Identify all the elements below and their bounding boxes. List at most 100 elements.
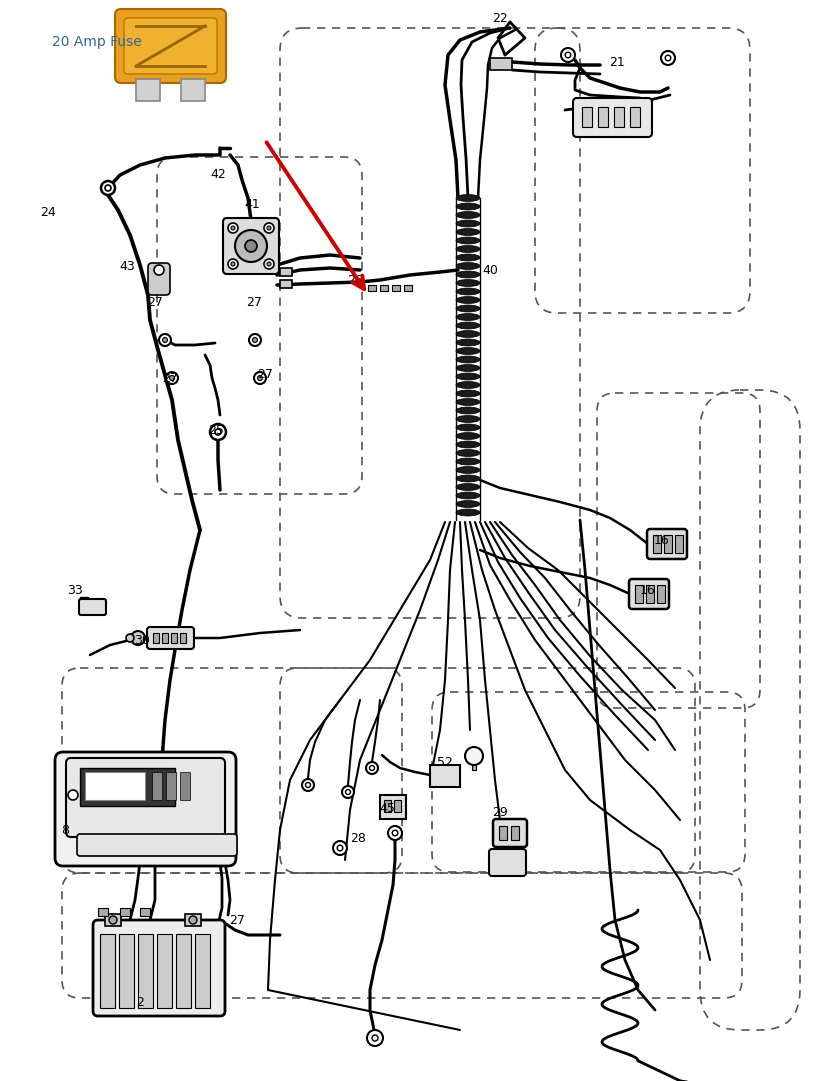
Circle shape	[465, 747, 483, 765]
Ellipse shape	[456, 408, 480, 414]
FancyBboxPatch shape	[124, 18, 217, 74]
Text: 27: 27	[147, 295, 163, 308]
Ellipse shape	[456, 228, 480, 236]
Bar	[490, 58, 512, 70]
Text: 8: 8	[61, 824, 69, 837]
Bar	[499, 826, 507, 840]
Bar	[98, 908, 108, 916]
Circle shape	[302, 779, 314, 791]
Text: 29: 29	[492, 806, 508, 819]
Bar	[185, 915, 201, 926]
Ellipse shape	[456, 271, 480, 278]
Circle shape	[235, 230, 267, 262]
Circle shape	[215, 429, 221, 435]
Ellipse shape	[456, 356, 480, 363]
Bar	[195, 934, 210, 1007]
Circle shape	[367, 1030, 383, 1046]
Circle shape	[159, 334, 171, 346]
Bar	[162, 633, 168, 643]
Text: 28: 28	[350, 831, 366, 844]
Circle shape	[68, 790, 78, 800]
Text: 20 Amp Fuse: 20 Amp Fuse	[52, 35, 142, 49]
Circle shape	[166, 372, 178, 384]
Text: 16: 16	[641, 584, 656, 597]
Ellipse shape	[456, 288, 480, 295]
Bar	[171, 633, 177, 643]
Bar	[105, 915, 121, 926]
Bar	[157, 934, 172, 1007]
Text: 24: 24	[40, 206, 56, 219]
Ellipse shape	[456, 195, 480, 201]
Bar	[136, 79, 160, 101]
Ellipse shape	[456, 458, 480, 465]
Bar	[368, 285, 376, 291]
Bar	[653, 535, 661, 553]
Ellipse shape	[456, 254, 480, 261]
Circle shape	[342, 786, 354, 798]
Bar	[404, 285, 412, 291]
Bar	[472, 762, 476, 770]
Ellipse shape	[456, 467, 480, 473]
FancyBboxPatch shape	[148, 263, 170, 295]
Circle shape	[346, 789, 350, 795]
Circle shape	[101, 181, 115, 195]
Circle shape	[257, 375, 262, 381]
Ellipse shape	[456, 296, 480, 304]
Circle shape	[665, 55, 671, 61]
Text: 30: 30	[134, 633, 150, 646]
Bar	[166, 772, 176, 800]
Bar	[100, 934, 115, 1007]
Circle shape	[131, 631, 145, 645]
Circle shape	[306, 783, 310, 787]
Circle shape	[267, 226, 271, 230]
Circle shape	[105, 185, 111, 191]
Ellipse shape	[456, 424, 480, 431]
FancyBboxPatch shape	[77, 835, 237, 856]
Ellipse shape	[456, 509, 480, 516]
Circle shape	[264, 223, 274, 233]
Ellipse shape	[456, 364, 480, 372]
Bar	[280, 268, 292, 276]
Circle shape	[388, 826, 402, 840]
Circle shape	[231, 262, 235, 266]
Ellipse shape	[456, 347, 480, 355]
Circle shape	[245, 240, 257, 252]
Circle shape	[392, 830, 398, 836]
Ellipse shape	[456, 399, 480, 405]
Ellipse shape	[456, 450, 480, 456]
Bar	[657, 585, 665, 603]
FancyBboxPatch shape	[573, 98, 652, 137]
Bar	[180, 772, 190, 800]
Circle shape	[228, 259, 238, 269]
Text: 26: 26	[347, 273, 363, 286]
Text: 42: 42	[210, 169, 225, 182]
Bar	[511, 826, 519, 840]
Text: 52: 52	[437, 757, 453, 770]
Circle shape	[210, 424, 226, 440]
Circle shape	[337, 845, 343, 851]
Ellipse shape	[456, 221, 480, 227]
Bar	[646, 585, 654, 603]
Text: 33: 33	[67, 584, 83, 597]
FancyBboxPatch shape	[489, 849, 526, 876]
Circle shape	[228, 223, 238, 233]
Bar	[280, 280, 292, 288]
Text: 45: 45	[379, 801, 395, 814]
FancyBboxPatch shape	[115, 9, 226, 83]
Bar	[138, 934, 153, 1007]
Circle shape	[254, 372, 266, 384]
Circle shape	[565, 52, 571, 57]
FancyBboxPatch shape	[55, 752, 236, 866]
Bar	[582, 107, 592, 126]
Text: 27: 27	[229, 913, 245, 926]
Circle shape	[366, 762, 378, 774]
Circle shape	[264, 259, 274, 269]
Circle shape	[661, 51, 675, 65]
Bar	[675, 535, 683, 553]
Bar	[598, 107, 608, 126]
Bar	[614, 107, 624, 126]
Bar	[176, 934, 191, 1007]
FancyBboxPatch shape	[647, 529, 687, 559]
Ellipse shape	[456, 322, 480, 329]
FancyBboxPatch shape	[79, 599, 106, 615]
